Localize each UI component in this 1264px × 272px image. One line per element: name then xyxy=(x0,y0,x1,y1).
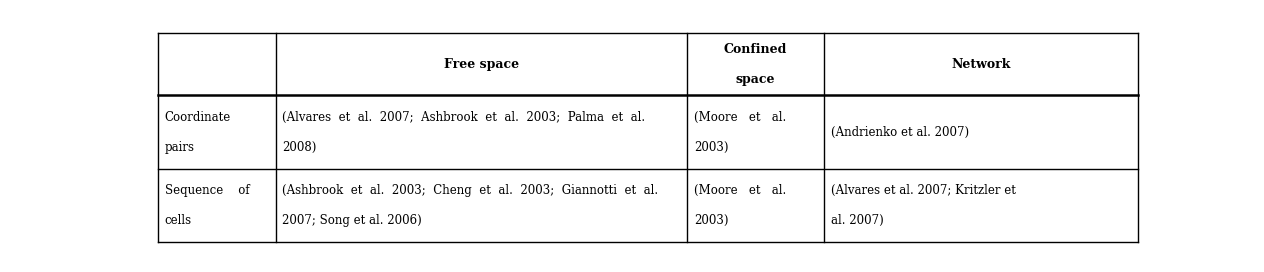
Text: Coordinate

pairs: Coordinate pairs xyxy=(164,111,231,154)
Text: (Moore   et   al.

2003): (Moore et al. 2003) xyxy=(694,111,786,154)
Text: Confined

space: Confined space xyxy=(724,42,787,86)
Text: (Alvares et al. 2007; Kritzler et

al. 2007): (Alvares et al. 2007; Kritzler et al. 20… xyxy=(830,184,1016,227)
Text: Sequence    of

cells: Sequence of cells xyxy=(164,184,249,227)
Text: (Andrienko et al. 2007): (Andrienko et al. 2007) xyxy=(830,126,969,139)
Text: Network: Network xyxy=(952,58,1010,70)
Text: Free space: Free space xyxy=(444,58,518,70)
Text: (Ashbrook  et  al.  2003;  Cheng  et  al.  2003;  Giannotti  et  al.

2007; Song: (Ashbrook et al. 2003; Cheng et al. 2003… xyxy=(282,184,659,227)
Text: (Moore   et   al.

2003): (Moore et al. 2003) xyxy=(694,184,786,227)
Text: (Alvares  et  al.  2007;  Ashbrook  et  al.  2003;  Palma  et  al.

2008): (Alvares et al. 2007; Ashbrook et al. 20… xyxy=(282,111,646,154)
